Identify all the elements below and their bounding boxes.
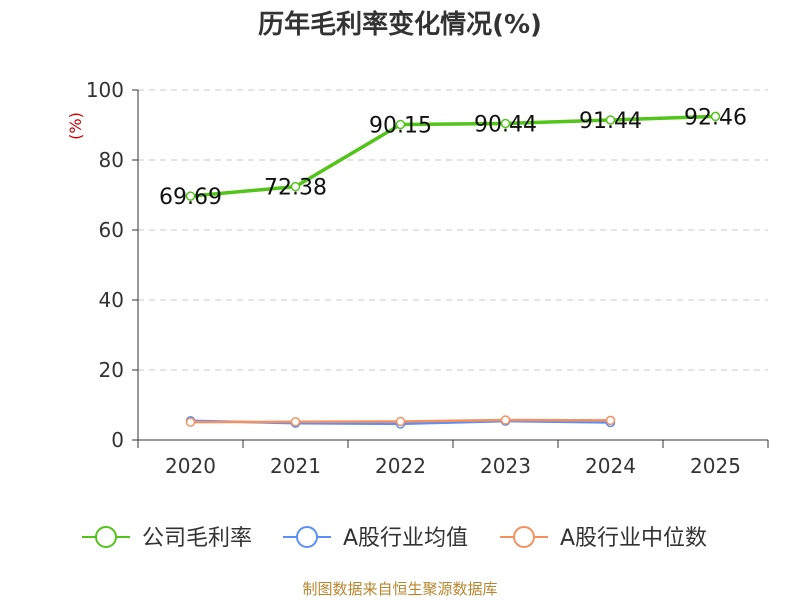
point-s0-2021 (290, 181, 301, 192)
axes (132, 89, 769, 448)
data-label-2024: 91.44 (579, 109, 642, 134)
y-tick-label-60: 60 (99, 218, 124, 242)
point-s2-2021 (290, 417, 301, 427)
legend-marker-2 (513, 526, 535, 548)
legend-label-2: A股行业中位数 (560, 526, 707, 551)
data-label-2025: 92.46 (684, 105, 747, 130)
x-tick-label-2023: 2023 (480, 454, 531, 478)
y-tick-label-80: 80 (99, 148, 124, 172)
x-tick-label-2025: 2025 (690, 454, 741, 478)
series-layer (185, 111, 721, 429)
x-tick-labels: 2020 2021 2022 2023 2024 2025 (165, 454, 741, 478)
y-tick-label-20: 20 (99, 358, 124, 382)
point-s2-2024 (605, 415, 616, 426)
legend-marker-1 (296, 526, 318, 548)
legend-label-0: 公司毛利率 (142, 526, 252, 551)
point-s0-2023 (500, 118, 511, 129)
data-label-2020: 69.69 (159, 185, 222, 210)
data-label-2023: 90.44 (474, 112, 537, 137)
x-tick-label-2020: 2020 (165, 454, 216, 478)
y-tick-labels: 0 20 40 60 80 100 (86, 78, 124, 452)
legend-label-1: A股行业均值 (343, 526, 468, 551)
y-tick-label-0: 0 (111, 428, 124, 452)
point-s2-2022 (395, 416, 406, 427)
data-label-2021: 72.38 (264, 176, 327, 201)
y-axis-label: (%) (66, 112, 85, 140)
data-label-2022: 90.15 (369, 113, 432, 138)
series-line-0 (190, 114, 716, 198)
point-s0-2024 (605, 115, 616, 125)
x-tick-label-2022: 2022 (375, 454, 426, 478)
point-s2-2023 (500, 415, 511, 425)
point-s0-2025 (710, 111, 721, 122)
source-note: 制图数据来自恒生聚源数据库 (302, 580, 497, 598)
point-s0-2022 (395, 119, 406, 130)
x-tick-label-2021: 2021 (270, 454, 321, 478)
y-tick-label-100: 100 (86, 78, 124, 102)
point-s0-2020 (185, 191, 196, 201)
grid-lines (138, 89, 768, 371)
chart-title: 历年毛利率变化情况(%) (258, 9, 542, 40)
x-tick-label-2024: 2024 (585, 454, 636, 478)
y-tick-label-40: 40 (99, 288, 124, 312)
legend-marker-0 (95, 526, 117, 548)
point-s2-2020 (185, 417, 196, 427)
data-labels: 69.69 72.38 90.15 90.44 91.44 92.46 (159, 105, 747, 210)
legend: 公司毛利率 A股行业均值 A股行业中位数 (82, 526, 707, 551)
